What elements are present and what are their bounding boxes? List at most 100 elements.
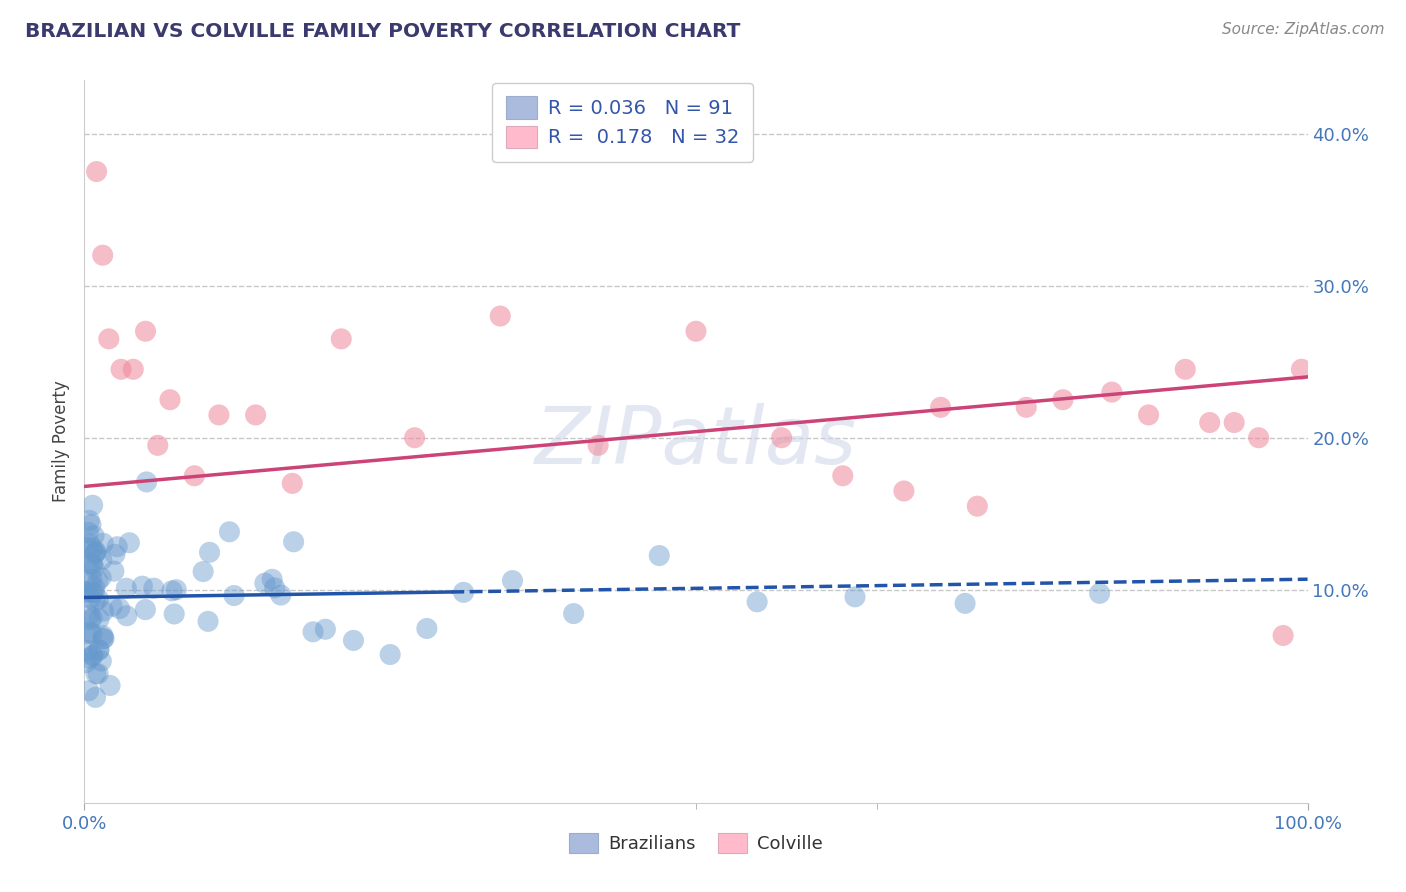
Point (84, 690, 107, 705)
Point (89, 612, 111, 626)
Point (270, 588, 292, 602)
Point (245, 408, 267, 422)
Point (165, 582, 187, 597)
Point (75, 627, 97, 641)
Point (747, 595, 769, 609)
Point (142, 581, 165, 595)
Point (105, 540, 128, 554)
Point (93, 604, 115, 618)
Point (253, 576, 276, 591)
Point (198, 545, 221, 559)
Point (79, 607, 101, 622)
Point (131, 579, 153, 593)
Text: Source: ZipAtlas.com: Source: ZipAtlas.com (1222, 22, 1385, 37)
Point (93, 632, 115, 646)
Point (929, 401, 952, 415)
Point (98, 678, 121, 692)
Y-axis label: Family Poverty: Family Poverty (52, 381, 70, 502)
Point (1088, 586, 1111, 600)
Point (159, 392, 181, 407)
Point (562, 607, 585, 621)
Point (79, 537, 101, 551)
Point (104, 547, 127, 561)
Point (1223, 416, 1246, 430)
Point (84, 544, 107, 558)
Point (75, 584, 97, 599)
Point (84, 546, 107, 560)
Point (1198, 416, 1220, 430)
Point (83, 561, 105, 575)
Point (416, 622, 439, 636)
Point (648, 549, 671, 563)
Point (75, 585, 97, 599)
Point (108, 601, 131, 615)
Point (685, 324, 707, 338)
Point (262, 572, 284, 586)
Point (844, 590, 866, 604)
Point (83, 546, 105, 560)
Point (82, 648, 104, 663)
Point (160, 583, 183, 598)
Point (79, 576, 101, 591)
Point (966, 499, 988, 513)
Point (79, 613, 101, 627)
Point (84, 594, 107, 608)
Point (82, 498, 104, 512)
Point (191, 565, 214, 579)
Text: BRAZILIAN VS COLVILLE FAMILY POVERTY CORRELATION CHART: BRAZILIAN VS COLVILLE FAMILY POVERTY COR… (25, 22, 741, 41)
Point (586, 438, 609, 452)
Point (91, 536, 114, 550)
Point (1247, 431, 1270, 445)
Point (75, 656, 97, 670)
Point (83, 529, 105, 543)
Point (208, 408, 231, 422)
Point (79, 513, 101, 527)
Point (404, 431, 426, 445)
Point (80, 517, 103, 532)
Point (1052, 392, 1074, 407)
Point (101, 599, 124, 614)
Point (77, 683, 100, 698)
Point (82, 627, 104, 641)
Point (91, 629, 114, 643)
Point (87, 574, 110, 588)
Point (83, 586, 105, 600)
Point (82, 585, 104, 599)
Point (87, 643, 110, 657)
Point (283, 534, 305, 549)
Point (1272, 628, 1295, 642)
Point (80, 572, 103, 586)
Point (1015, 401, 1038, 415)
Point (87, 591, 110, 606)
Point (218, 524, 240, 539)
Point (115, 608, 138, 623)
Point (90, 553, 112, 567)
Point (502, 574, 524, 588)
Point (115, 581, 138, 595)
Point (82, 648, 104, 663)
Point (1291, 362, 1313, 376)
Point (135, 475, 157, 489)
Point (91, 632, 114, 646)
Point (453, 585, 475, 599)
Point (118, 535, 141, 549)
Point (79, 624, 101, 639)
Point (135, 324, 157, 338)
Point (197, 615, 219, 629)
Point (489, 309, 512, 323)
Point (82, 541, 104, 555)
Point (302, 624, 325, 639)
Point (183, 468, 205, 483)
Point (122, 362, 145, 376)
Legend: Brazilians, Colville: Brazilians, Colville (557, 820, 835, 866)
Point (79, 651, 101, 665)
Point (82, 558, 104, 572)
Point (1137, 408, 1160, 422)
Point (82, 611, 104, 625)
Point (90, 654, 112, 668)
Point (770, 431, 793, 445)
Point (86, 164, 108, 178)
Point (263, 581, 285, 595)
Point (110, 362, 132, 376)
Point (90, 571, 112, 585)
